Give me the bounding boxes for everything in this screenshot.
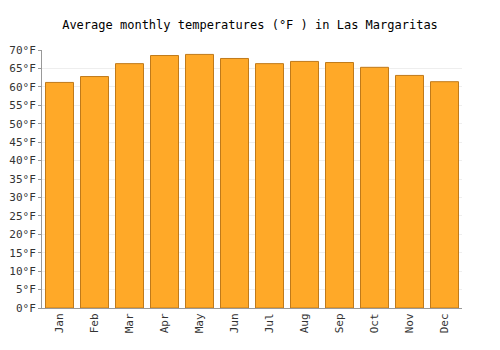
svg-text:Jan: Jan — [53, 313, 66, 333]
svg-text:Aug: Aug — [298, 313, 311, 333]
svg-text:Jul: Jul — [263, 313, 276, 333]
svg-text:Sep: Sep — [333, 313, 346, 333]
svg-text:55°F: 55°F — [9, 99, 36, 112]
svg-text:Mar: Mar — [123, 313, 136, 333]
svg-text:40°F: 40°F — [9, 154, 36, 167]
svg-text:Dec: Dec — [438, 313, 451, 333]
svg-text:Nov: Nov — [403, 313, 416, 333]
svg-text:60°F: 60°F — [9, 81, 36, 94]
svg-text:25°F: 25°F — [9, 210, 36, 223]
svg-text:0°F: 0°F — [16, 302, 36, 315]
svg-text:5°F: 5°F — [16, 283, 36, 296]
svg-text:Apr: Apr — [158, 313, 171, 333]
svg-text:15°F: 15°F — [9, 247, 36, 260]
svg-text:10°F: 10°F — [9, 265, 36, 278]
svg-text:70°F: 70°F — [9, 44, 36, 57]
svg-text:20°F: 20°F — [9, 228, 36, 241]
svg-text:50°F: 50°F — [9, 118, 36, 131]
svg-text:30°F: 30°F — [9, 191, 36, 204]
svg-text:May: May — [193, 313, 206, 333]
svg-text:Oct: Oct — [368, 313, 381, 333]
svg-text:Jun: Jun — [228, 313, 241, 333]
svg-text:Feb: Feb — [88, 313, 101, 333]
svg-text:65°F: 65°F — [9, 62, 36, 75]
svg-text:35°F: 35°F — [9, 173, 36, 186]
svg-text:Average monthly temperatures (: Average monthly temperatures (°F ) in La… — [62, 18, 438, 32]
svg-text:45°F: 45°F — [9, 136, 36, 149]
